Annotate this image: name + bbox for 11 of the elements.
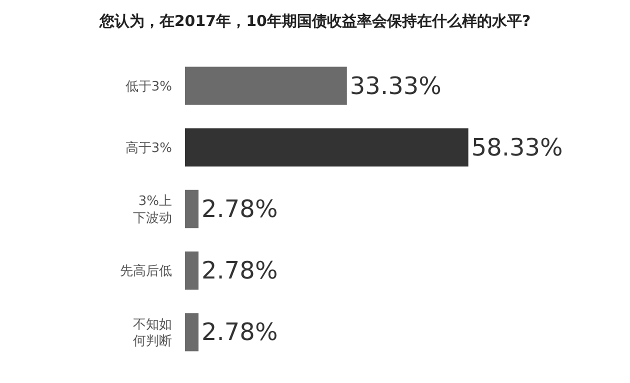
data-label: 2.78% [202, 195, 278, 223]
y-tick-label: 先高后低 [120, 263, 172, 280]
data-label: 2.78% [202, 318, 278, 346]
y-tick-label: 3%上下波动 [133, 194, 172, 226]
data-label: 33.33% [350, 72, 442, 100]
chart-title: 您认为，在2017年，10年期国债收益率会保持在什么样的水平? [98, 12, 531, 30]
y-tick-label: 不知如何判断 [133, 317, 172, 350]
data-label: 2.78% [202, 256, 278, 285]
y-tick-label: 低于3% [125, 79, 172, 94]
y-tick-label: 高于3% [125, 140, 172, 156]
data-label: 58.33% [471, 133, 563, 162]
